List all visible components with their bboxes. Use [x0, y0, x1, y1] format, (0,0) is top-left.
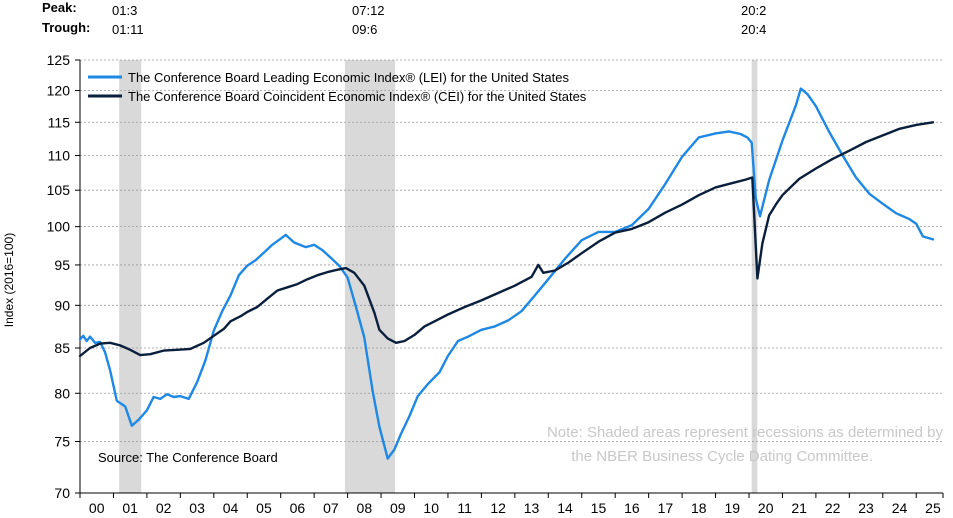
recession-bands [119, 60, 758, 493]
x-tick-label-15: 15 [591, 500, 607, 516]
x-tick-label-12: 12 [490, 500, 506, 516]
x-tick-label-01: 01 [122, 500, 138, 516]
recession-band-2 [344, 60, 396, 493]
x-tick-label-03: 03 [189, 500, 205, 516]
recession-band-3 [751, 60, 758, 493]
x-tick-label-04: 04 [223, 500, 239, 516]
x-tick-label-09: 09 [390, 500, 406, 516]
y-tick-label-125: 125 [47, 52, 71, 68]
x-tick-label-05: 05 [256, 500, 272, 516]
y-tick-label-115: 115 [48, 114, 71, 130]
series-lines [78, 87, 935, 460]
recession-band-1 [119, 60, 142, 493]
lei-series-line [78, 87, 935, 460]
x-tick-label-00: 00 [89, 500, 105, 516]
x-tick-label-19: 19 [724, 500, 740, 516]
peak-value-3: 20:2 [741, 3, 767, 18]
y-tick-label-95: 95 [54, 257, 70, 273]
x-tick-label-02: 02 [156, 500, 172, 516]
x-tick-label-18: 18 [691, 500, 707, 516]
x-tick-label-11: 11 [457, 500, 472, 516]
y-tick-label-120: 120 [47, 82, 71, 98]
x-tick-label-13: 13 [524, 500, 540, 516]
x-tick-label-07: 07 [323, 500, 339, 516]
x-tick-label-24: 24 [892, 500, 908, 516]
y-tick-label-90: 90 [54, 297, 70, 313]
y-tick-label-100: 100 [47, 219, 71, 235]
y-tick-label-85: 85 [54, 340, 70, 356]
trough-value-3: 20:4 [741, 22, 767, 37]
source-text: Source: The Conference Board [98, 450, 278, 465]
gridlines [80, 59, 943, 442]
y-tick-label-70: 70 [54, 485, 70, 501]
x-tick-label-17: 17 [658, 500, 674, 516]
x-tick-label-14: 14 [557, 500, 573, 516]
y-tick-label-80: 80 [54, 385, 70, 401]
legend-label-2: The Conference Board Coincident Economic… [128, 89, 587, 104]
legend-label-1: The Conference Board Leading Economic In… [128, 70, 569, 85]
y-axis: 70 75 80 85 90 95 100 105 110 115 120 125 [47, 52, 81, 501]
y-tick-label-110: 110 [48, 147, 71, 163]
x-tick-label-21: 21 [791, 500, 807, 516]
peak-value-1: 01:3 [112, 3, 138, 18]
note-line-1: Note: Shaded areas represent recessions … [547, 424, 944, 441]
x-tick-label-22: 22 [825, 500, 841, 516]
legend: The Conference Board Leading Economic In… [88, 70, 587, 104]
x-tick-label-23: 23 [858, 500, 874, 516]
cei-series-line [78, 121, 935, 358]
note-line-2: the NBER Business Cycle Dating Committee… [571, 448, 873, 465]
trough-label: Trough: [42, 20, 91, 35]
x-tick-label-20: 20 [758, 500, 774, 516]
x-axis: 00 01 02 03 04 05 06 07 08 09 10 11 12 13 14 15 16 17 18 19… [79, 492, 944, 516]
y-axis-label: Index (2016=100) [2, 233, 16, 327]
trough-value-2: 09:6 [352, 22, 378, 37]
x-tick-label-25: 25 [925, 500, 941, 516]
peak-value-2: 07:12 [352, 3, 385, 18]
peak-label: Peak: [42, 0, 77, 15]
trough-value-1: 01:11 [112, 22, 144, 37]
y-tick-label-105: 105 [47, 182, 71, 198]
x-tick-label-10: 10 [423, 500, 439, 516]
x-tick-label-06: 06 [290, 500, 306, 516]
x-tick-label-16: 16 [624, 500, 640, 516]
x-tick-label-08: 08 [357, 500, 373, 516]
y-tick-label-75: 75 [54, 433, 70, 449]
